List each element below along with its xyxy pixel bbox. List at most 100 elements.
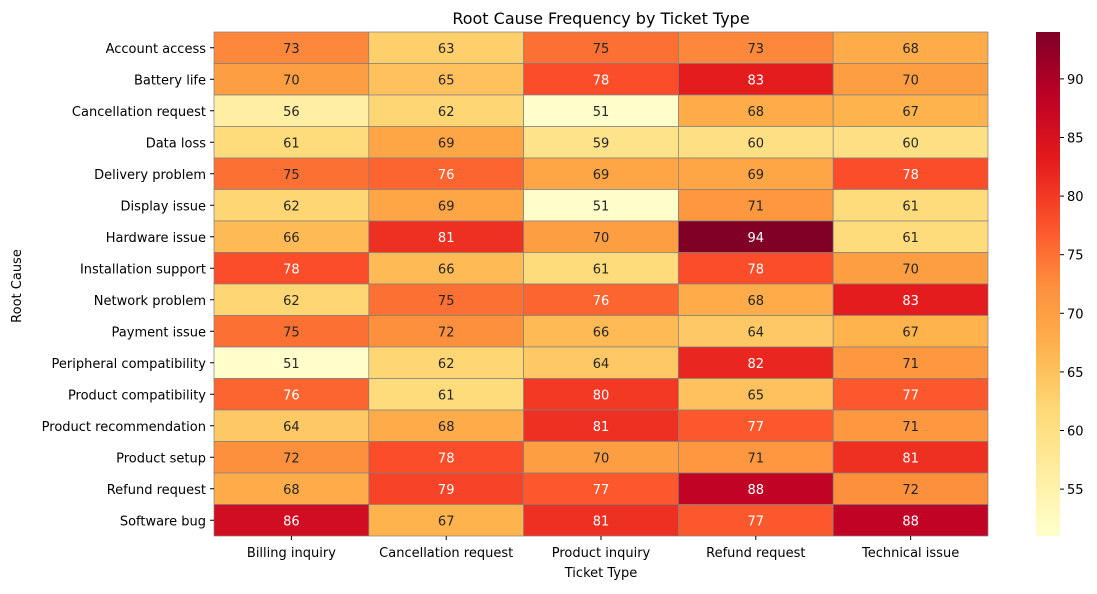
heatmap-cell bbox=[213, 252, 370, 285]
cell-value-label: 68 bbox=[283, 483, 300, 498]
cell-value-label: 75 bbox=[593, 42, 610, 57]
cell-value-label: 71 bbox=[902, 420, 919, 435]
cell-value-label: 73 bbox=[748, 42, 765, 57]
colorbar: 55 60 65 70 75 80 85 90 bbox=[1036, 32, 1084, 536]
cell-value-label: 86 bbox=[283, 514, 300, 529]
heatmap-cell bbox=[832, 252, 989, 285]
heatmap-cell bbox=[678, 189, 834, 222]
heatmap-cell bbox=[368, 441, 524, 474]
y-tick-label: Hardware issue bbox=[106, 231, 206, 246]
cell-value-label: 72 bbox=[438, 325, 455, 340]
heatmap-cell bbox=[678, 346, 834, 379]
cell-value-label: 61 bbox=[283, 136, 300, 151]
x-tick-label: Billing inquiry bbox=[247, 546, 336, 561]
cell-value-label: 83 bbox=[748, 73, 765, 88]
heatmap-cell bbox=[213, 63, 370, 96]
cell-value-label: 72 bbox=[902, 483, 919, 498]
y-tick-label: Battery life bbox=[134, 73, 206, 88]
heatmap-cell bbox=[832, 63, 989, 96]
cell-value-label: 75 bbox=[283, 168, 300, 183]
heatmap-cell bbox=[832, 126, 989, 159]
heatmap-cell bbox=[523, 31, 679, 64]
heatmap-cell bbox=[213, 346, 370, 379]
heatmap-cell bbox=[213, 157, 370, 190]
heatmap-cell bbox=[832, 189, 989, 222]
heatmap-cell bbox=[523, 315, 679, 348]
cell-value-label: 60 bbox=[902, 136, 919, 151]
cell-value-label: 62 bbox=[283, 294, 300, 309]
cell-value-label: 80 bbox=[593, 388, 610, 403]
heatmap-cell bbox=[213, 409, 370, 442]
cell-value-label: 81 bbox=[438, 231, 455, 246]
cell-value-label: 64 bbox=[748, 325, 765, 340]
heatmap-cell bbox=[523, 157, 679, 190]
colorbar-tick-label: 90 bbox=[1067, 73, 1084, 88]
cell-value-label: 71 bbox=[748, 199, 765, 214]
cell-value-label: 78 bbox=[438, 451, 455, 466]
heatmap-cell bbox=[523, 472, 679, 505]
cell-value-label: 68 bbox=[748, 105, 765, 120]
heatmap-cell bbox=[523, 504, 679, 537]
cell-value-label: 61 bbox=[438, 388, 455, 403]
heatmap-cell bbox=[368, 189, 524, 222]
cell-value-label: 69 bbox=[438, 136, 455, 151]
y-tick-label: Network problem bbox=[94, 294, 206, 309]
cell-value-label: 77 bbox=[748, 420, 765, 435]
cell-value-label: 66 bbox=[438, 262, 455, 277]
heatmap-cell bbox=[523, 94, 679, 127]
cell-value-label: 64 bbox=[593, 357, 610, 372]
heatmap-cell bbox=[832, 315, 989, 348]
cell-value-label: 72 bbox=[283, 451, 300, 466]
heatmap-cell bbox=[368, 157, 524, 190]
chart-title: Root Cause Frequency by Ticket Type bbox=[452, 9, 749, 28]
heatmap-cell bbox=[523, 346, 679, 379]
cell-value-label: 76 bbox=[438, 168, 455, 183]
cell-value-label: 69 bbox=[748, 168, 765, 183]
cell-value-label: 88 bbox=[902, 514, 919, 529]
cell-value-label: 76 bbox=[593, 294, 610, 309]
heatmap-cell bbox=[678, 252, 834, 285]
heatmap-cell bbox=[678, 472, 834, 505]
heatmap-cell bbox=[368, 94, 524, 127]
cell-value-label: 94 bbox=[748, 231, 765, 246]
y-tick-label: Display issue bbox=[121, 199, 206, 214]
cell-value-label: 77 bbox=[593, 483, 610, 498]
colorbar-tick-label: 70 bbox=[1067, 307, 1084, 322]
y-tick-label: Payment issue bbox=[112, 325, 206, 340]
cell-value-label: 81 bbox=[902, 451, 919, 466]
heatmap-cell bbox=[832, 157, 989, 190]
cell-value-label: 79 bbox=[438, 483, 455, 498]
cell-value-label: 61 bbox=[902, 199, 919, 214]
heatmap-cell bbox=[368, 504, 524, 537]
heatmap-cell bbox=[368, 315, 524, 348]
cell-value-label: 82 bbox=[748, 357, 765, 372]
cell-value-label: 65 bbox=[748, 388, 765, 403]
y-axis-label: Root Cause bbox=[10, 249, 25, 323]
heatmap-cell bbox=[523, 189, 679, 222]
colorbar-tick-label: 85 bbox=[1067, 131, 1084, 146]
cell-value-label: 70 bbox=[593, 451, 610, 466]
heatmap-cell bbox=[368, 283, 524, 316]
y-tick-label: Product setup bbox=[116, 451, 206, 466]
cell-value-label: 61 bbox=[593, 262, 610, 277]
x-tick-label: Cancellation request bbox=[379, 546, 513, 561]
cell-value-label: 88 bbox=[748, 483, 765, 498]
cell-value-label: 81 bbox=[593, 420, 610, 435]
heatmap-cell bbox=[832, 31, 989, 64]
x-tick-label: Refund request bbox=[706, 546, 805, 561]
heatmap-cell bbox=[368, 472, 524, 505]
heatmap-cell bbox=[523, 283, 679, 316]
heatmap-cell bbox=[678, 441, 834, 474]
y-tick-label: Peripheral compatibility bbox=[52, 357, 207, 372]
cell-value-label: 59 bbox=[593, 136, 610, 151]
heatmap-cell bbox=[523, 441, 679, 474]
cell-value-label: 83 bbox=[902, 294, 919, 309]
cell-value-label: 71 bbox=[902, 357, 919, 372]
cell-value-label: 77 bbox=[902, 388, 919, 403]
heatmap-cell bbox=[213, 441, 370, 474]
heatmap-cell bbox=[678, 126, 834, 159]
cell-value-label: 78 bbox=[748, 262, 765, 277]
cell-value-label: 70 bbox=[902, 262, 919, 277]
cell-value-label: 68 bbox=[748, 294, 765, 309]
